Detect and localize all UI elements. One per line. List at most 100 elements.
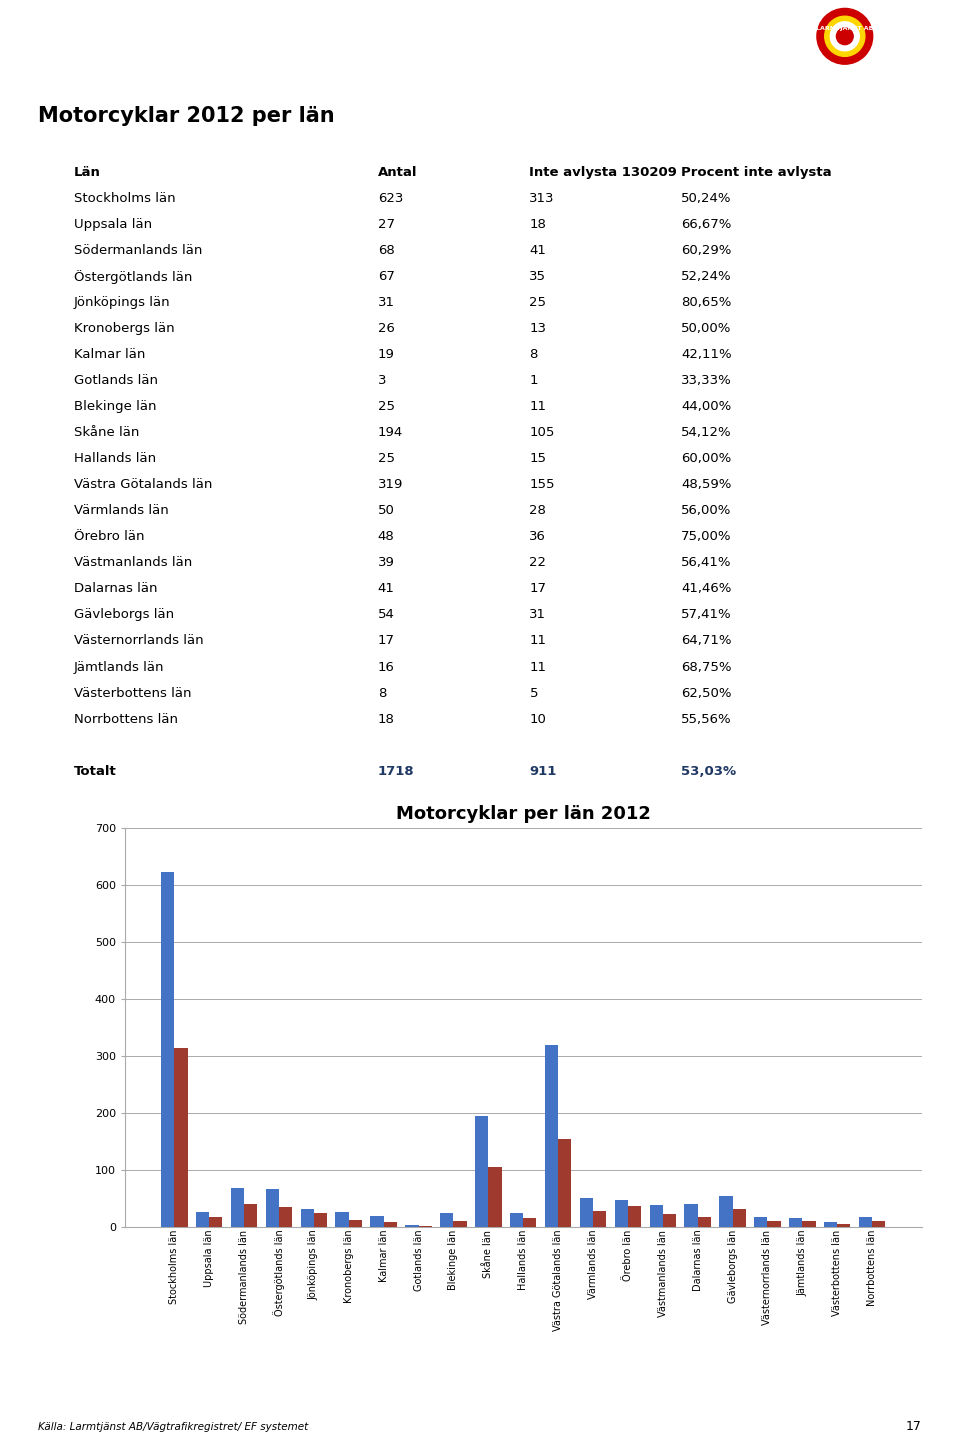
Text: Hallands län: Hallands län	[74, 453, 156, 466]
Text: Örebro län: Örebro län	[74, 530, 145, 543]
Text: 22: 22	[530, 556, 546, 569]
Text: Inte avlysta 130209: Inte avlysta 130209	[530, 166, 678, 179]
Text: 27: 27	[377, 218, 395, 231]
Text: Antal: Antal	[377, 166, 418, 179]
Bar	[789, 1218, 803, 1227]
Bar	[405, 1225, 419, 1227]
Text: 35: 35	[530, 270, 546, 283]
Bar	[489, 1167, 501, 1227]
Bar	[872, 1221, 885, 1227]
Text: 155: 155	[530, 478, 555, 491]
Text: Blekinge län: Blekinge län	[74, 401, 156, 414]
Text: 60,29%: 60,29%	[682, 244, 732, 257]
Text: 17: 17	[377, 635, 395, 648]
Text: 623: 623	[377, 192, 403, 205]
Text: 39: 39	[377, 556, 395, 569]
Text: Värmlands län: Värmlands län	[74, 504, 169, 517]
Bar	[719, 1196, 732, 1227]
Text: 194: 194	[377, 427, 403, 440]
Bar	[593, 1211, 607, 1227]
Bar	[732, 1210, 746, 1227]
Text: Norrbottens län: Norrbottens län	[74, 713, 179, 726]
Text: Skåne län: Skåne län	[74, 427, 139, 440]
Text: 68,75%: 68,75%	[682, 661, 732, 674]
Circle shape	[836, 28, 853, 45]
Bar	[837, 1224, 851, 1227]
Bar	[161, 871, 175, 1227]
Text: 313: 313	[530, 192, 555, 205]
Text: 31: 31	[377, 296, 395, 309]
Text: 319: 319	[377, 478, 403, 491]
Circle shape	[830, 22, 859, 51]
Text: 52,24%: 52,24%	[682, 270, 732, 283]
Bar	[755, 1217, 767, 1227]
Text: Västra Götalands län: Västra Götalands län	[74, 478, 212, 491]
Text: LARMTJÄNST AB: LARMTJÄNST AB	[816, 25, 874, 30]
Bar	[453, 1221, 467, 1227]
Text: 48: 48	[377, 530, 395, 543]
Text: 62,50%: 62,50%	[682, 687, 732, 700]
Circle shape	[817, 9, 873, 64]
Bar	[440, 1212, 453, 1227]
Text: Jämtlands län: Jämtlands län	[74, 661, 164, 674]
Text: 36: 36	[530, 530, 546, 543]
Text: 13: 13	[530, 322, 546, 335]
Text: 80,65%: 80,65%	[682, 296, 732, 309]
Text: Totalt: Totalt	[74, 765, 117, 778]
Text: 64,71%: 64,71%	[682, 635, 732, 648]
Text: 50,24%: 50,24%	[682, 192, 732, 205]
Text: 66,67%: 66,67%	[682, 218, 732, 231]
Text: 25: 25	[377, 401, 395, 414]
Bar	[244, 1204, 257, 1227]
Bar	[580, 1198, 593, 1227]
Text: 8: 8	[530, 348, 538, 362]
Bar	[371, 1217, 384, 1227]
Text: Västerbottens län: Västerbottens län	[74, 687, 192, 700]
Text: 16: 16	[377, 661, 395, 674]
Text: Län: Län	[74, 166, 101, 179]
Text: 44,00%: 44,00%	[682, 401, 732, 414]
Text: 1718: 1718	[377, 765, 415, 778]
Text: Dalarnas län: Dalarnas län	[74, 582, 157, 595]
Bar	[266, 1189, 279, 1227]
Text: Östergötlands län: Östergötlands län	[74, 270, 193, 283]
Text: 50,00%: 50,00%	[682, 322, 732, 335]
Text: 17: 17	[905, 1420, 922, 1433]
Text: Kalmar län: Kalmar län	[74, 348, 146, 362]
Text: 54,12%: 54,12%	[682, 427, 732, 440]
Text: Västernorrlands län: Västernorrlands län	[74, 635, 204, 648]
Bar	[558, 1138, 571, 1227]
Text: 3: 3	[377, 375, 386, 388]
Text: 11: 11	[530, 661, 546, 674]
Bar	[230, 1188, 244, 1227]
Text: 42,11%: 42,11%	[682, 348, 732, 362]
Text: Södermanlands län: Södermanlands län	[74, 244, 203, 257]
Text: 28: 28	[530, 504, 546, 517]
Bar	[335, 1212, 348, 1227]
Text: 57,41%: 57,41%	[682, 608, 732, 621]
Text: 26: 26	[377, 322, 395, 335]
Bar	[523, 1218, 537, 1227]
Title: Motorcyklar per län 2012: Motorcyklar per län 2012	[396, 806, 651, 823]
Bar	[803, 1221, 816, 1227]
Text: Västmanlands län: Västmanlands län	[74, 556, 192, 569]
Text: Gävleborgs län: Gävleborgs län	[74, 608, 174, 621]
Text: 41: 41	[377, 582, 395, 595]
Text: 48,59%: 48,59%	[682, 478, 732, 491]
Text: 41: 41	[530, 244, 546, 257]
Text: 67: 67	[377, 270, 395, 283]
Bar	[684, 1204, 698, 1227]
Text: Procent inte avlysta: Procent inte avlysta	[682, 166, 832, 179]
Bar	[824, 1223, 837, 1227]
Text: 68: 68	[377, 244, 395, 257]
Text: 17: 17	[530, 582, 546, 595]
Bar	[300, 1210, 314, 1227]
Text: 11: 11	[530, 401, 546, 414]
Text: 8: 8	[377, 687, 386, 700]
Text: 25: 25	[377, 453, 395, 466]
Bar	[279, 1207, 292, 1227]
Text: 56,41%: 56,41%	[682, 556, 732, 569]
Text: 54: 54	[377, 608, 395, 621]
Bar	[384, 1223, 396, 1227]
Bar	[314, 1212, 327, 1227]
